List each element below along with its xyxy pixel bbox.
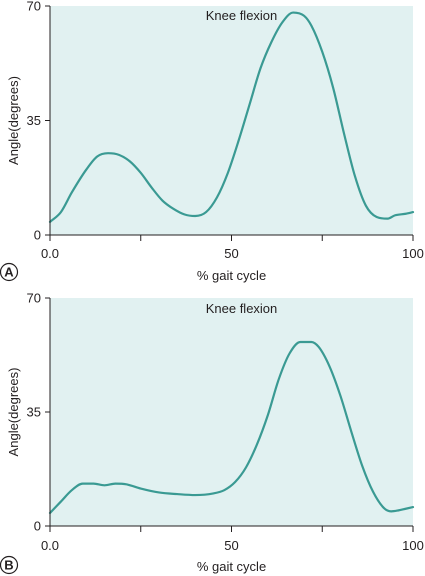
series-line [48,340,415,515]
chart-title: Knee flexion [206,301,278,316]
panel-letter-circle [0,555,19,575]
y-tick-label: 0 [34,228,41,243]
y-tick-label: 35 [27,113,41,128]
x-tick-label: 50 [224,246,238,261]
y-tick-label: 35 [27,405,41,420]
chart-panel-a: Knee flexion 0 35 70 0.0 50 100 % gait cycle Ang… [0,0,424,283]
x-axis-title: % gait cycle [197,559,266,574]
x-tick-label: 100 [402,246,424,261]
x-tick-label: 0.0 [41,246,59,261]
x-tick-label: 100 [402,538,424,553]
y-axis-title: Angle(degrees) [6,76,21,165]
panel-letter-circle [0,262,19,282]
plot-area [50,6,413,235]
x-tick-label: 50 [224,538,238,553]
x-tick-label: 0.0 [41,538,59,553]
series-line [48,11,415,224]
y-tick-label: 70 [27,0,41,14]
chart-panel-b: Knee flexion 0 35 70 0.0 50 100 % gait cycle Ang… [0,291,424,575]
y-tick-label: 0 [34,519,41,534]
x-axis-title: % gait cycle [197,268,266,283]
y-axis-title: Angle(degrees) [6,368,21,457]
chart-title: Knee flexion [206,8,278,23]
plot-area [50,298,413,526]
y-tick-label: 70 [27,291,41,306]
panel-letter: B [4,558,13,573]
panel-letter: A [4,265,14,280]
